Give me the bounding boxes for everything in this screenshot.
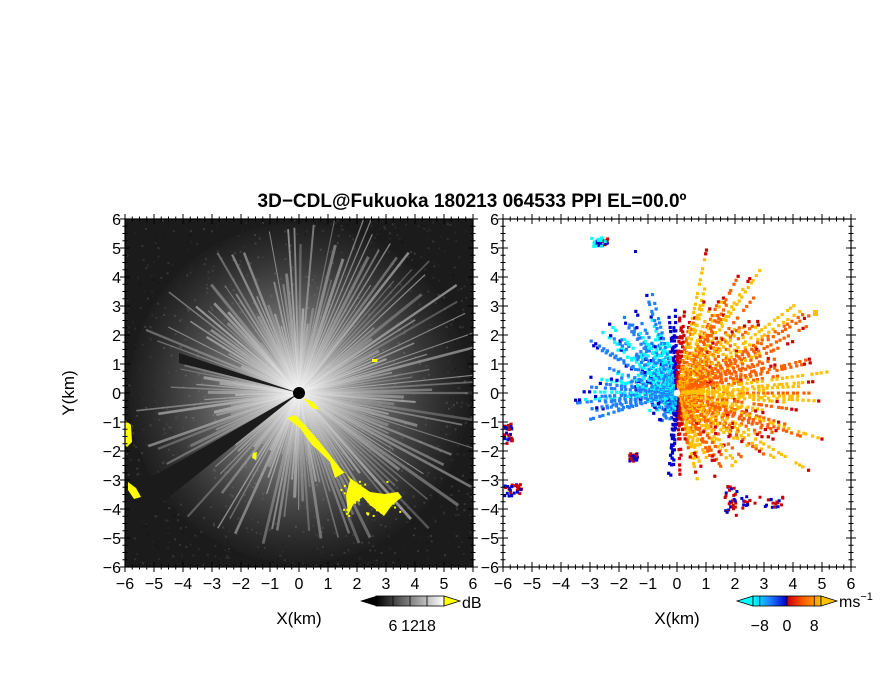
left-ytick-label: 0 [112,386,121,403]
left-ytick-label: −2 [103,444,121,461]
figure-title: 3D−CDL@Fukuoka 180213 064533 PPI EL=00.0… [258,191,687,212]
radar-site [674,390,680,396]
velocity-colorbar-unit-exponent: −1 [860,591,873,603]
left-ytick-label: 1 [112,357,121,374]
edge-echoes [503,236,818,517]
db-colorbar-tick: 18 [418,618,436,635]
right-ytick-label: −6 [481,560,499,577]
right-xtick-label: −3 [581,576,599,593]
blocked-sector [125,393,299,533]
right-xtick-label: 6 [847,576,856,593]
right-xtick-label: 3 [760,576,769,593]
right-ytick-label: 3 [490,299,499,316]
left-xlabel: X(km) [276,609,321,628]
right-xtick-label: 4 [789,576,798,593]
right-ytick-label: −3 [481,473,499,490]
left-ytick-label: −5 [103,531,121,548]
db-colorbar: 6 12 18 dB [360,595,482,635]
left-panel: −6 −5 −4 −3 −2 −1 0 1 2 3 4 5 6 6 5 4 3 2 1 0 −1 −2 −3 −4 −5 −6 X… [59,212,478,628]
right-ytick-label: −5 [481,531,499,548]
left-ytick-label: 5 [112,241,121,258]
left-ytick-label: 6 [112,212,121,229]
velocity-colorbar-tick: −8 [751,618,769,635]
left-ytick-label: −6 [103,560,121,577]
right-ytick-label: −4 [481,502,499,519]
left-xtick-label: −4 [174,576,192,593]
velocity-colorbar: −8 0 8 ms−1 [735,591,873,635]
db-colorbar-tick: 6 [389,618,398,635]
left-xtick-label: 4 [411,576,420,593]
left-xtick-label: 1 [324,576,333,593]
reflectivity-field [125,219,473,567]
right-ytick-label: 0 [490,386,499,403]
velocity-rays [573,248,829,481]
right-xtick-label: −6 [494,576,512,593]
strong-echo-regions [125,359,402,517]
left-ytick-label: −4 [103,502,121,519]
right-xtick-label: −5 [523,576,541,593]
right-xtick-label: 2 [731,576,740,593]
right-ytick-label: 6 [490,212,499,229]
left-xtick-label: −3 [203,576,221,593]
right-ytick-label: 1 [490,357,499,374]
right-ytick-label: 2 [490,328,499,345]
right-xtick-label: 1 [702,576,711,593]
right-xtick-label: −2 [610,576,628,593]
left-xtick-label: 2 [353,576,362,593]
left-xtick-label: −1 [261,576,279,593]
left-ytick-label: 3 [112,299,121,316]
isolated-echo [813,310,818,316]
right-ytick-label: 5 [490,241,499,258]
right-xtick-label: 0 [673,576,682,593]
right-ytick-label: −2 [481,444,499,461]
left-xtick-label: 6 [469,576,478,593]
right-xtick-label: −4 [552,576,570,593]
right-ytick-label: 4 [490,270,499,287]
velocity-field [503,236,829,517]
right-axes: −6 −5 −4 −3 −2 −1 0 1 2 3 4 5 6 6 5 4 3 2 1 0 −1 −2 −3 −4 −5 −6 [481,212,856,593]
left-xtick-label: 3 [382,576,391,593]
velocity-colorbar-tick: 8 [810,618,819,635]
velocity-colorbar-unit: ms−1 [839,591,873,611]
left-ytick-label: 2 [112,328,121,345]
left-xtick-label: −5 [145,576,163,593]
right-ytick-label: −1 [481,415,499,432]
left-xtick-label: −2 [232,576,250,593]
left-xtick-label: 0 [295,576,304,593]
left-xtick-label: −6 [116,576,134,593]
radar-site [293,387,305,399]
right-panel: −6 −5 −4 −3 −2 −1 0 1 2 3 4 5 6 6 5 4 3 2 1 0 −1 −2 −3 −4 −5 −6 X… [481,212,856,628]
left-ytick-label: −3 [103,473,121,490]
left-ylabel: Y(km) [59,370,78,415]
right-xlabel: X(km) [654,609,699,628]
right-xtick-label: −1 [639,576,657,593]
left-axes: −6 −5 −4 −3 −2 −1 0 1 2 3 4 5 6 6 5 4 3 2 1 0 −1 −2 −3 −4 −5 −6 [103,212,478,593]
db-colorbar-tick: 12 [401,618,419,635]
db-colorbar-unit: dB [462,595,482,612]
velocity-colorbar-tick: 0 [783,618,792,635]
left-ytick-label: −1 [103,415,121,432]
left-ytick-label: 4 [112,270,121,287]
right-xtick-label: 5 [818,576,827,593]
left-xtick-label: 5 [440,576,449,593]
